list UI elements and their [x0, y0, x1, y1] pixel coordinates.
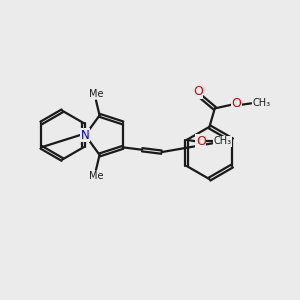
Text: O: O	[196, 135, 206, 148]
Text: O: O	[231, 97, 241, 110]
Text: CH₃: CH₃	[252, 98, 271, 108]
Text: O: O	[193, 85, 203, 98]
Text: Me: Me	[89, 171, 103, 181]
Text: Me: Me	[89, 89, 103, 99]
Text: N: N	[81, 129, 90, 142]
Text: CH₃: CH₃	[213, 136, 232, 146]
